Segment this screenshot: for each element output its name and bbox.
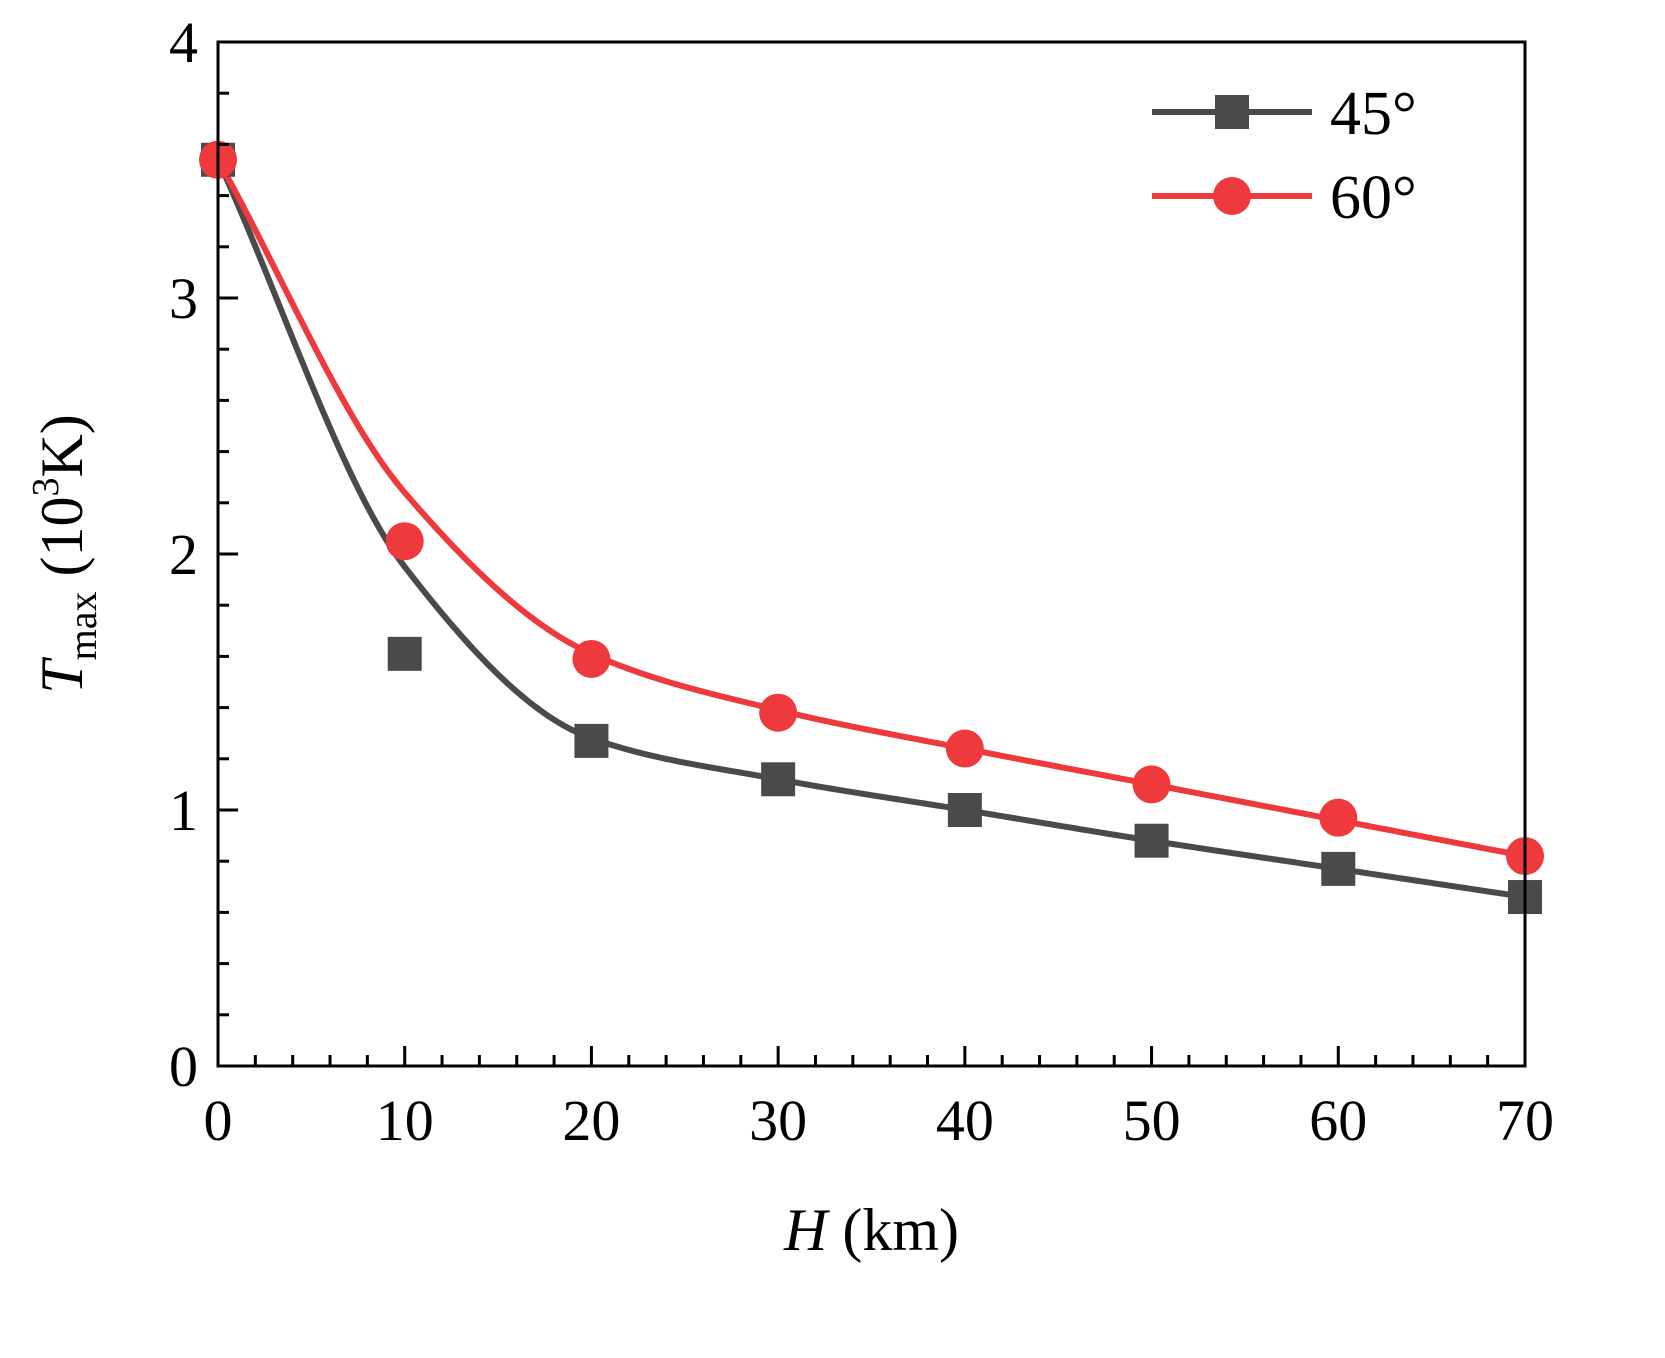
y-axis-title-subscript: max — [60, 592, 105, 661]
y-tick-label: 3 — [169, 266, 198, 331]
x-axis-title: H (km) — [783, 1197, 959, 1263]
data-point-circle — [1132, 765, 1171, 804]
x-tick-label: 40 — [936, 1088, 994, 1153]
series-line-0 — [215, 158, 1526, 901]
axis-ticks — [216, 40, 1527, 1068]
y-tick-label: 2 — [169, 522, 198, 587]
data-point-square — [761, 762, 796, 797]
y-axis-title-superscript: 3 — [25, 478, 67, 497]
series-line-1 — [215, 158, 1526, 860]
x-tick-label: 0 — [204, 1088, 233, 1153]
data-point-circle — [759, 693, 798, 732]
data-point-circle — [1319, 798, 1358, 837]
x-tick-label: 20 — [562, 1088, 620, 1153]
data-point-square — [947, 793, 982, 827]
legend-label: 45° — [1330, 80, 1417, 148]
x-axis-title-symbol: H — [783, 1197, 831, 1263]
legend-marker-square — [1215, 95, 1249, 129]
x-tick-label: 70 — [1496, 1088, 1554, 1153]
data-point-square — [1321, 851, 1356, 886]
data-point-circle — [572, 639, 611, 678]
y-axis-title-unit-open: (10 — [29, 497, 95, 592]
data-point-circle — [945, 729, 984, 768]
x-tick-label: 50 — [1123, 1088, 1181, 1153]
data-point-square — [387, 636, 422, 671]
legend-label: 60° — [1330, 164, 1417, 232]
x-tick-label: 60 — [1309, 1088, 1367, 1153]
data-point-circle — [385, 522, 424, 561]
data-point-square — [574, 723, 609, 758]
data-point-square — [1134, 823, 1169, 858]
y-tick-label: 4 — [169, 10, 198, 75]
x-tick-label: 30 — [749, 1088, 807, 1153]
y-axis-title-unit-close: K) — [29, 414, 95, 477]
legend-marker-circle — [1213, 177, 1251, 215]
tick-labels: 0 10 20 30 40 50 60 70 0 1 2 3 4 — [169, 10, 1554, 1153]
legend: 45°60° — [1152, 80, 1417, 232]
x-tick-label: 10 — [376, 1088, 434, 1153]
x-axis-title-unit: (km) — [827, 1197, 959, 1263]
y-tick-label: 0 — [169, 1034, 198, 1099]
y-axis-title-symbol: T — [29, 657, 95, 694]
y-tick-label: 1 — [169, 778, 198, 843]
y-axis-title: Tmax (103K) — [25, 414, 105, 694]
series-lines — [215, 158, 1526, 901]
